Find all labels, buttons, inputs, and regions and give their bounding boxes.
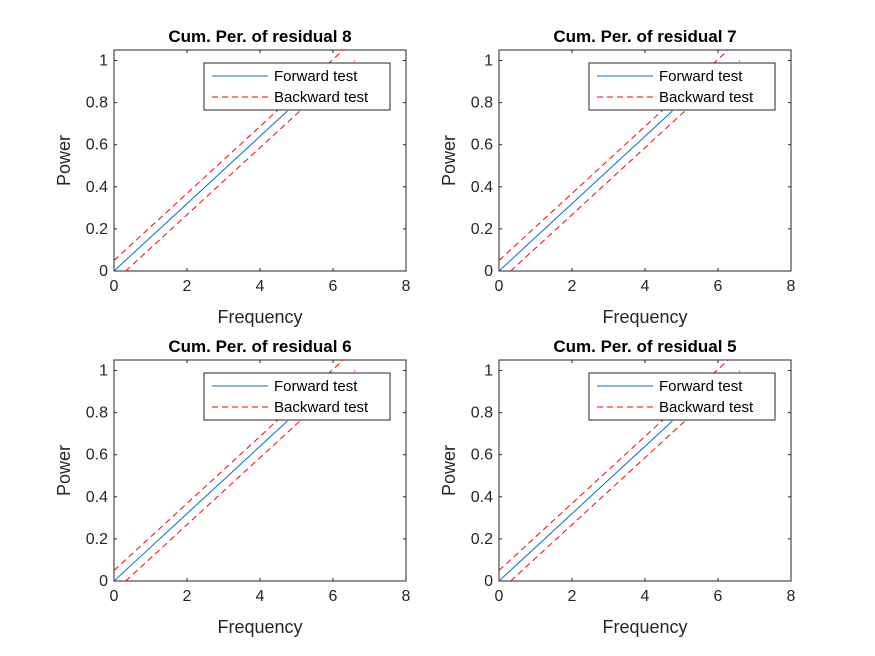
y-axis-label: Power	[439, 445, 459, 496]
y-tick-label: 0.8	[471, 405, 493, 422]
subplot-2: 0 2 4 6 8 0 0.2 0.4 0.6 0.8 1 Cum. Per. of residual…	[439, 27, 796, 327]
x-tick-label: 0	[495, 278, 504, 295]
legend: Forward test Backward test	[588, 62, 776, 111]
x-tick-label: 0	[110, 278, 119, 295]
y-tick-label: 0.8	[86, 95, 108, 112]
x-tick-label: 0	[495, 588, 504, 605]
x-axis-label: Frequency	[217, 307, 302, 327]
forward-test-line	[499, 420, 673, 581]
y-tick-label: 1	[484, 53, 493, 70]
subplot-title: Cum. Per. of residual 7	[553, 27, 736, 46]
x-tick-label: 2	[568, 278, 577, 295]
y-tick-label: 0.6	[86, 137, 108, 154]
subplot-4: 0 2 4 6 8 0 0.2 0.4 0.6 0.8 1 Cum. Per. of residual…	[439, 337, 796, 637]
legend-box	[203, 372, 391, 421]
legend-box	[588, 62, 776, 111]
y-tick-label: 0.4	[471, 179, 493, 196]
y-tick-label: 0	[99, 263, 108, 280]
y-axis-label: Power	[54, 135, 74, 186]
series-group	[499, 50, 741, 271]
y-tick-label: 0.4	[471, 489, 493, 506]
x-tick-label: 2	[568, 588, 577, 605]
y-tick-label: 0.6	[471, 137, 493, 154]
legend-label: Backward test	[274, 89, 369, 106]
y-axis-label: Power	[439, 135, 459, 186]
y-tick-label: 0.2	[471, 221, 493, 238]
y-tick-label: 0	[99, 573, 108, 590]
subplot-title: Cum. Per. of residual 5	[553, 337, 736, 356]
y-tick-label: 0	[484, 573, 493, 590]
legend-label: Backward test	[659, 89, 754, 106]
y-axis-label: Power	[54, 445, 74, 496]
forward-test-line	[114, 420, 288, 581]
x-tick-label: 8	[787, 278, 796, 295]
x-tick-label: 8	[402, 278, 411, 295]
legend-label: Backward test	[659, 399, 754, 416]
x-axis-label: Frequency	[217, 617, 302, 637]
subplot-title: Cum. Per. of residual 6	[168, 337, 351, 356]
subplot-3: 0 2 4 6 8 0 0.2 0.4 0.6 0.8 1 Cum. Per. of residual…	[54, 337, 411, 637]
backward-test-line	[499, 360, 729, 571]
backward-test-line	[125, 370, 356, 581]
x-tick-label: 4	[256, 588, 265, 605]
x-tick-label: 0	[110, 588, 119, 605]
y-tick-label: 0.6	[86, 447, 108, 464]
backward-test-line	[499, 50, 729, 261]
y-tick-label: 0.4	[86, 179, 108, 196]
x-tick-label: 8	[787, 588, 796, 605]
legend: Forward test Backward test	[588, 372, 776, 421]
legend-label: Forward test	[274, 378, 358, 395]
legend-box	[588, 372, 776, 421]
series-group	[114, 50, 356, 271]
legend-label: Forward test	[274, 68, 358, 85]
x-axis-label: Frequency	[602, 307, 687, 327]
x-tick-label: 2	[183, 278, 192, 295]
y-tick-label: 0.8	[471, 95, 493, 112]
backward-test-line	[510, 60, 741, 271]
x-tick-label: 6	[714, 588, 723, 605]
backward-test-line	[114, 360, 344, 571]
x-tick-label: 6	[329, 588, 338, 605]
x-tick-label: 4	[641, 278, 650, 295]
x-tick-label: 2	[183, 588, 192, 605]
legend: Forward test Backward test	[203, 62, 391, 111]
y-tick-label: 0	[484, 263, 493, 280]
legend-label: Backward test	[274, 399, 369, 416]
series-group	[114, 360, 356, 581]
y-tick-label: 1	[484, 363, 493, 380]
y-tick-label: 0.2	[86, 221, 108, 238]
y-tick-label: 0.2	[471, 531, 493, 548]
backward-test-line	[125, 60, 356, 271]
backward-test-line	[510, 370, 741, 581]
legend-label: Forward test	[659, 378, 743, 395]
legend-label: Forward test	[659, 68, 743, 85]
y-tick-label: 0.4	[86, 489, 108, 506]
x-tick-label: 6	[714, 278, 723, 295]
x-tick-label: 4	[641, 588, 650, 605]
series-group	[499, 360, 741, 581]
x-axis-label: Frequency	[602, 617, 687, 637]
x-tick-label: 4	[256, 278, 265, 295]
x-tick-label: 8	[402, 588, 411, 605]
subplot-title: Cum. Per. of residual 8	[168, 27, 351, 46]
legend-box	[203, 62, 391, 111]
y-tick-label: 1	[99, 53, 108, 70]
x-tick-label: 6	[329, 278, 338, 295]
forward-test-line	[499, 110, 673, 271]
y-tick-label: 1	[99, 363, 108, 380]
y-tick-label: 0.8	[86, 405, 108, 422]
subplot-1: 0 2 4 6 8 0 0.2 0.4 0.6 0.8 1 Cum. Per. of residual…	[54, 27, 411, 327]
y-tick-label: 0.6	[471, 447, 493, 464]
legend: Forward test Backward test	[203, 372, 391, 421]
y-tick-label: 0.2	[86, 531, 108, 548]
forward-test-line	[114, 110, 288, 271]
backward-test-line	[114, 50, 344, 261]
